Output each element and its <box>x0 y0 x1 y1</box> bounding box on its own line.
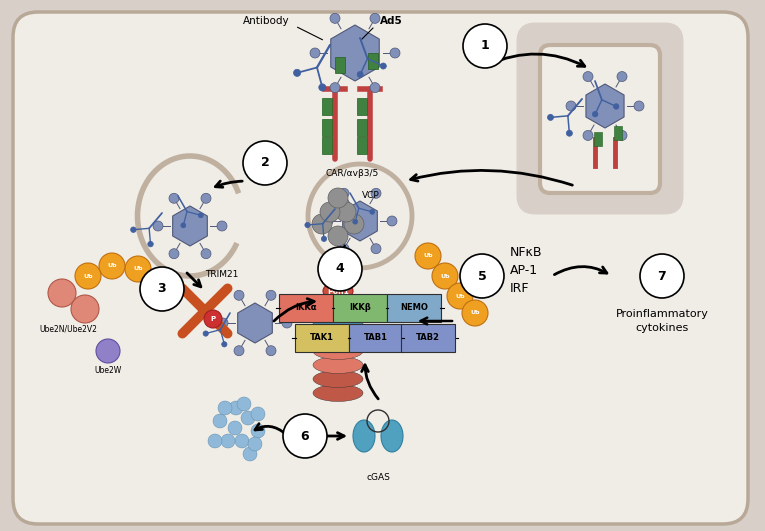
FancyBboxPatch shape <box>614 126 622 140</box>
Circle shape <box>330 83 340 92</box>
Circle shape <box>213 414 227 428</box>
Circle shape <box>548 114 554 121</box>
Circle shape <box>583 72 593 82</box>
Text: 1: 1 <box>480 39 490 53</box>
Circle shape <box>248 437 262 451</box>
Text: Ub: Ub <box>440 273 450 278</box>
Text: IKKα: IKKα <box>295 304 317 313</box>
Text: Ub: Ub <box>423 253 433 259</box>
Circle shape <box>208 434 222 448</box>
Circle shape <box>380 63 386 69</box>
Text: Ub: Ub <box>455 294 465 298</box>
Circle shape <box>218 401 232 415</box>
Text: Ub: Ub <box>107 263 117 269</box>
Circle shape <box>432 263 458 289</box>
Circle shape <box>640 254 684 298</box>
Circle shape <box>125 256 151 282</box>
Circle shape <box>320 202 340 222</box>
Ellipse shape <box>353 420 375 452</box>
Circle shape <box>181 223 186 228</box>
FancyBboxPatch shape <box>357 98 367 116</box>
Text: Ub: Ub <box>83 273 93 278</box>
FancyBboxPatch shape <box>594 132 602 146</box>
FancyBboxPatch shape <box>322 98 332 116</box>
FancyBboxPatch shape <box>540 45 660 193</box>
Circle shape <box>462 300 488 326</box>
Text: TAK1: TAK1 <box>310 333 334 342</box>
Circle shape <box>234 290 244 301</box>
Circle shape <box>312 214 332 234</box>
Text: Ub: Ub <box>470 311 480 315</box>
Circle shape <box>203 331 208 336</box>
Circle shape <box>131 227 136 233</box>
FancyBboxPatch shape <box>387 294 441 322</box>
Ellipse shape <box>313 329 363 346</box>
Circle shape <box>235 434 249 448</box>
Circle shape <box>283 414 327 458</box>
Circle shape <box>204 310 222 328</box>
Circle shape <box>566 130 572 136</box>
FancyBboxPatch shape <box>357 119 367 136</box>
Circle shape <box>328 188 348 208</box>
Circle shape <box>169 249 179 259</box>
Circle shape <box>323 216 333 226</box>
FancyBboxPatch shape <box>349 324 403 352</box>
Circle shape <box>371 189 381 198</box>
Circle shape <box>328 226 348 246</box>
Circle shape <box>228 421 242 435</box>
FancyBboxPatch shape <box>13 12 748 524</box>
Circle shape <box>96 339 120 363</box>
Text: Proinflammatory
cytokines: Proinflammatory cytokines <box>616 309 708 333</box>
Circle shape <box>218 318 228 328</box>
Circle shape <box>370 83 380 92</box>
Text: 2: 2 <box>261 157 269 169</box>
Circle shape <box>319 84 326 91</box>
Circle shape <box>318 247 362 291</box>
Text: cGAS: cGAS <box>366 473 390 482</box>
Circle shape <box>336 202 356 222</box>
Circle shape <box>583 131 593 140</box>
Polygon shape <box>586 84 624 128</box>
Text: Antibody: Antibody <box>243 16 290 26</box>
Circle shape <box>71 295 99 323</box>
Circle shape <box>243 141 287 185</box>
Circle shape <box>357 72 363 78</box>
Text: Ub: Ub <box>160 278 170 284</box>
FancyBboxPatch shape <box>333 294 387 322</box>
Ellipse shape <box>313 384 363 401</box>
Circle shape <box>266 346 276 356</box>
Ellipse shape <box>381 420 403 452</box>
Circle shape <box>353 219 357 224</box>
Circle shape <box>634 101 644 111</box>
Circle shape <box>463 24 507 68</box>
FancyBboxPatch shape <box>322 119 332 136</box>
Circle shape <box>344 214 364 234</box>
Circle shape <box>294 69 301 76</box>
Circle shape <box>234 346 244 356</box>
Text: Ube2W: Ube2W <box>94 366 122 375</box>
Circle shape <box>201 193 211 203</box>
FancyBboxPatch shape <box>368 53 378 69</box>
Text: NEMO: NEMO <box>400 304 428 313</box>
Circle shape <box>241 411 255 425</box>
FancyBboxPatch shape <box>295 324 349 352</box>
Circle shape <box>251 407 265 421</box>
Text: Poh1: Poh1 <box>327 287 349 295</box>
Circle shape <box>266 290 276 301</box>
Polygon shape <box>343 201 377 241</box>
Circle shape <box>282 318 292 328</box>
Circle shape <box>308 164 412 268</box>
FancyBboxPatch shape <box>335 57 345 73</box>
Circle shape <box>310 48 320 58</box>
FancyBboxPatch shape <box>520 26 680 211</box>
Circle shape <box>330 13 340 23</box>
Circle shape <box>198 213 203 218</box>
Text: Ube2N/Ube2V2: Ube2N/Ube2V2 <box>39 325 97 334</box>
Text: TAB2: TAB2 <box>416 333 440 342</box>
Circle shape <box>148 242 153 247</box>
Text: NFκB
AP-1
IRF: NFκB AP-1 IRF <box>510 246 542 295</box>
Circle shape <box>169 193 179 203</box>
Circle shape <box>447 283 473 309</box>
Circle shape <box>217 221 227 231</box>
